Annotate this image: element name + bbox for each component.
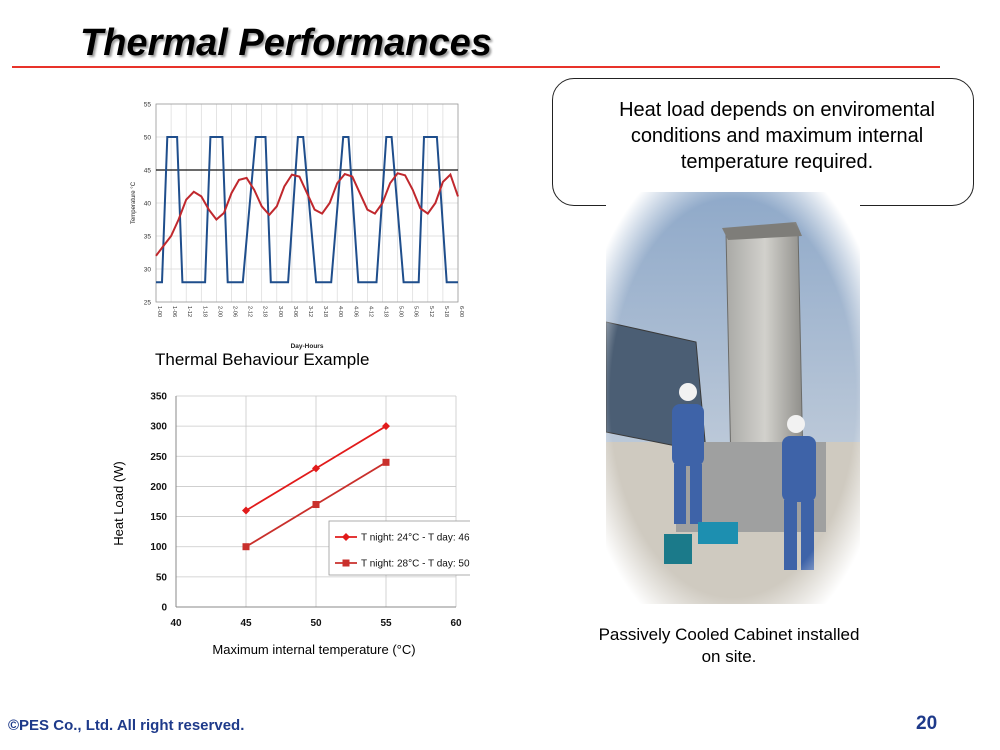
chart2-series-2-point [312, 501, 320, 509]
chart1-ytick-label: 55 [144, 102, 152, 109]
photo-fade [606, 192, 860, 604]
chart1-xlabel: Day-Hours [291, 343, 324, 350]
chart1-series-outdoor [156, 136, 458, 284]
chart1-ytick-label: 35 [144, 234, 152, 241]
chart2-legend: T night: 24°C - T day: 46°C T night: 28°C… [328, 520, 470, 576]
heat-load-chart: 0 50 100 150 200 250 300 350 40 45 50 55 60 T night: … [111, 392, 470, 657]
chart2-ytick-label: 300 [150, 422, 167, 433]
chart2-xtick-label: 60 [450, 618, 462, 629]
chart1-ylabel: Temperature °C [131, 181, 137, 224]
chart1-xtick-label: 4-06 [352, 306, 358, 317]
chart1-ytick-label: 30 [144, 267, 152, 274]
chart2-ytick-label: 350 [150, 392, 167, 403]
chart2-ytick-label: 250 [150, 452, 167, 463]
page-number: 20 [916, 713, 938, 734]
chart1-xtick-label: 1-00 [156, 306, 162, 317]
chart1-xtick-label: 6-00 [458, 306, 464, 317]
chart1-series-internal [155, 172, 459, 257]
photo-caption: Passively Cooled Cabinet installed on si… [598, 625, 860, 666]
cabinet-photo [606, 192, 860, 604]
chart1-xtick-label: 5-12 [428, 306, 434, 317]
chart2-legend-label: T night: 28°C - T day: 50°C [361, 559, 470, 570]
chart2-xlabel: Maximum internal temperature (°C) [212, 642, 415, 657]
chart1-xtick-label: 2-06 [232, 306, 238, 317]
heat-load-callout: Heat load depends on enviromental condit… [552, 78, 974, 206]
chart2-legend-marker [342, 559, 350, 567]
chart1-xtick-label: 5-00 [398, 306, 404, 317]
chart1-xtick-label: 3-00 [277, 306, 283, 317]
chart2-ytick-label: 200 [150, 482, 167, 493]
chart2-ytick-label: 100 [150, 542, 167, 553]
chart1-xtick-label: 1-18 [201, 306, 207, 317]
chart2-series-1-point [382, 422, 390, 431]
chart2-legend-box [328, 520, 470, 576]
chart1-xtick-label: 2-18 [262, 306, 268, 317]
chart2-ytick-label: 0 [161, 603, 167, 614]
chart1-xtick-label: 5-06 [413, 306, 419, 317]
callout-text: Heat load depends on enviromental condit… [619, 99, 935, 173]
thermal-behaviour-chart: 25 30 35 40 45 50 55 1-00 1-06 1-12 1-18 2-00 2-06 2-… [131, 102, 464, 351]
chart2-legend-label: T night: 24°C - T day: 46°C [361, 533, 470, 544]
chart1-xtick-label: 4-12 [367, 306, 373, 317]
chart2-series-2-point [382, 458, 390, 466]
chart2-ylabel: Heat Load (W) [111, 461, 126, 546]
chart1-xtick-label: 3-06 [292, 306, 298, 317]
chart1-frame [155, 103, 459, 303]
chart1-xtick-label: 4-00 [337, 306, 343, 317]
chart2-series-1-point [312, 464, 320, 473]
chart1-xtick-label: 3-18 [322, 306, 328, 317]
chart2-xtick-label: 45 [240, 618, 252, 629]
chart2-series-2-point [242, 543, 250, 551]
chart1-xtick-label: 1-06 [171, 306, 177, 317]
chart1-ytick-label: 50 [144, 135, 152, 142]
chart1-ytick-label: 45 [144, 168, 152, 175]
chart1-xtick-label: 1-12 [186, 306, 192, 317]
chart2-xtick-label: 55 [380, 618, 392, 629]
chart1-ytick-label: 40 [144, 201, 152, 208]
chart1-xtick-label: 5-18 [443, 306, 449, 317]
slide-title: Thermal Performances [80, 22, 492, 64]
chart1-ytick-label: 25 [144, 300, 152, 307]
title-rule [12, 66, 940, 68]
chart2-legend-marker [342, 533, 350, 541]
chart1-xtick-label: 3-12 [307, 306, 313, 317]
footer-copyright: ©PES Co., Ltd. All right reserved. [8, 717, 245, 734]
chart1-xtick-label: 2-00 [216, 306, 222, 317]
thermal-behaviour-caption: Thermal Behaviour Example [155, 350, 370, 369]
chart1-xtick-label: 4-18 [383, 306, 389, 317]
chart2-series-1-point [242, 506, 250, 515]
chart2-xtick-label: 50 [310, 618, 322, 629]
chart1-xtick-label: 2-12 [247, 306, 253, 317]
chart2-xtick-label: 40 [170, 618, 182, 629]
chart2-ytick-label: 150 [150, 512, 167, 523]
chart2-ytick-label: 50 [156, 572, 168, 583]
